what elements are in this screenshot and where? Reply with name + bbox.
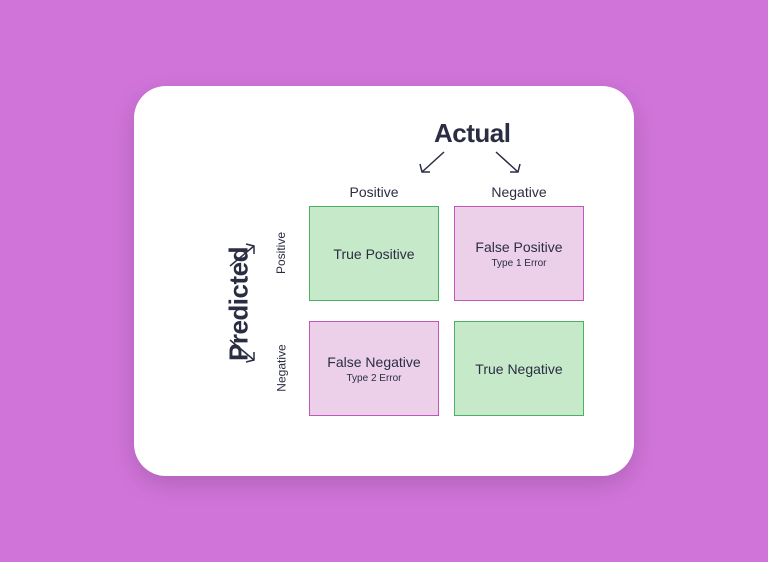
cell-false-positive: False Positive Type 1 Error — [454, 206, 584, 301]
column-label-positive: Positive — [309, 184, 439, 200]
arrow-actual-right-icon — [492, 148, 524, 178]
arrow-predicted-down-icon — [226, 336, 260, 366]
cell-false-negative: False Negative Type 2 Error — [309, 321, 439, 416]
row-label-negative: Negative — [275, 344, 289, 391]
column-label-negative: Negative — [454, 184, 584, 200]
columns-title: Actual — [434, 118, 510, 149]
cell-label: True Negative — [475, 361, 562, 377]
cell-sublabel: Type 2 Error — [346, 373, 401, 384]
cell-sublabel: Type 1 Error — [491, 258, 546, 269]
cell-true-positive: True Positive — [309, 206, 439, 301]
row-label-positive: Positive — [274, 232, 288, 274]
cell-label: True Positive — [333, 246, 414, 262]
cell-label: False Negative — [327, 354, 420, 370]
cell-label: False Positive — [475, 239, 562, 255]
arrow-actual-left-icon — [416, 148, 448, 178]
cell-true-negative: True Negative — [454, 321, 584, 416]
diagram-card: Actual Predicted Positive Negative Posit… — [134, 86, 634, 476]
arrow-predicted-up-icon — [226, 240, 260, 270]
